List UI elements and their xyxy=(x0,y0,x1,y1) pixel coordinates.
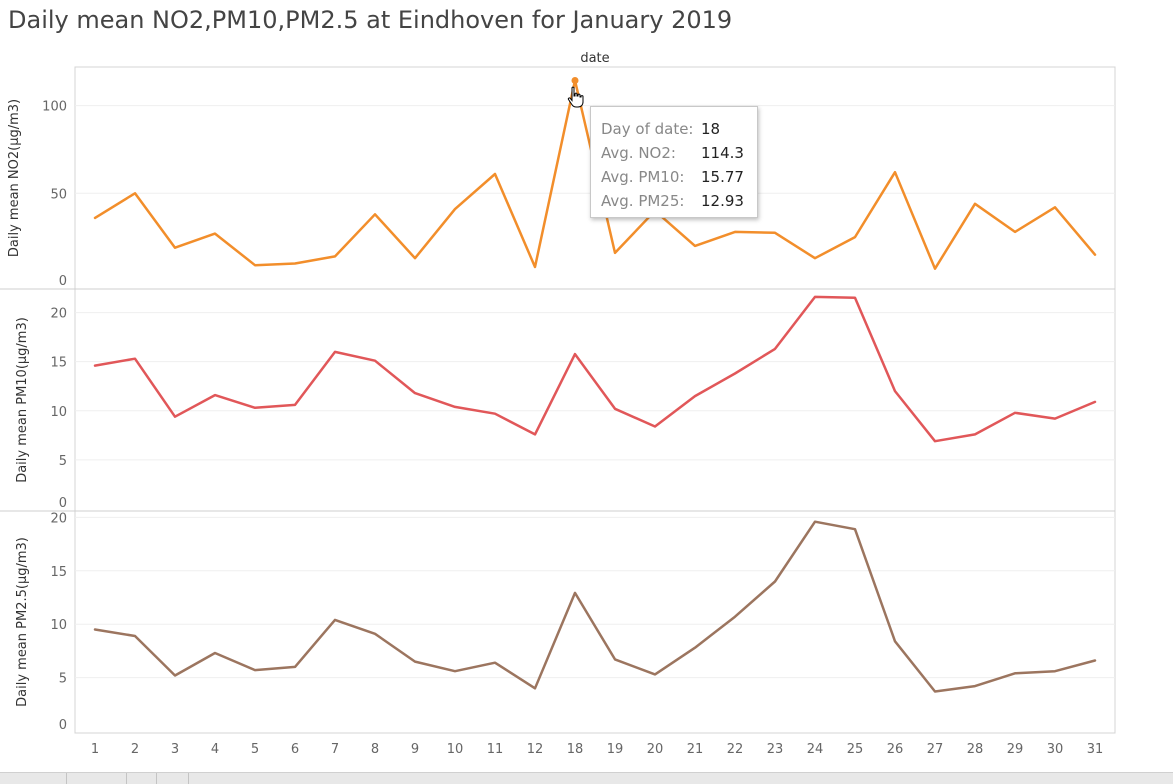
sheet-tab[interactable] xyxy=(126,773,157,784)
column-header: date xyxy=(580,51,609,66)
y-tick-label: 20 xyxy=(50,307,67,322)
x-tick-label: 5 xyxy=(251,742,259,757)
x-tick-label: 23 xyxy=(767,742,784,757)
tooltip-label: Avg. PM25: xyxy=(601,192,685,210)
x-tick-label: 7 xyxy=(331,742,339,757)
x-tick-label: 11 xyxy=(487,742,504,757)
x-tick-label: 18 xyxy=(567,742,584,757)
sheet-tab-strip xyxy=(0,772,1173,784)
x-tick-label: 30 xyxy=(1047,742,1064,757)
y-tick-label: 0 xyxy=(59,496,67,511)
x-tick-label: 4 xyxy=(211,742,219,757)
x-tick-label: 26 xyxy=(887,742,904,757)
tooltip-value: 114.3 xyxy=(701,144,744,162)
tooltip: Day of date: 18 Avg. NO2: 114.3 Avg. PM10:… xyxy=(590,106,758,218)
y-tick-label: 15 xyxy=(50,565,67,580)
x-tick-label: 10 xyxy=(447,742,464,757)
x-tick-label: 1 xyxy=(91,742,99,757)
tooltip-row: Avg. PM25: 12.93 xyxy=(601,189,757,213)
tooltip-value: 12.93 xyxy=(701,192,744,210)
sheet-tab[interactable] xyxy=(66,773,127,784)
y-tick-label: 50 xyxy=(50,187,67,202)
y-tick-label: 10 xyxy=(50,405,67,420)
y-tick-label: 0 xyxy=(59,274,67,289)
tooltip-row: Avg. NO2: 114.3 xyxy=(601,141,757,165)
x-tick-label: 21 xyxy=(687,742,704,757)
x-tick-label: 29 xyxy=(1007,742,1024,757)
x-tick-label: 12 xyxy=(527,742,544,757)
tooltip-label: Avg. NO2: xyxy=(601,144,676,162)
x-tick-label: 27 xyxy=(927,742,944,757)
y-tick-label: 20 xyxy=(50,511,67,526)
highlighted-point xyxy=(571,77,579,85)
y-axis-title: Daily mean PM10(µg/m3) xyxy=(15,317,30,483)
x-tick-label: 22 xyxy=(727,742,744,757)
x-tick-label: 24 xyxy=(807,742,824,757)
sheet-tab[interactable] xyxy=(156,773,189,784)
tooltip-row: Day of date: 18 xyxy=(601,117,757,141)
tooltip-label: Avg. PM10: xyxy=(601,168,685,186)
y-tick-label: 10 xyxy=(50,618,67,633)
plot-frame xyxy=(74,66,1116,734)
x-tick-label: 31 xyxy=(1087,742,1104,757)
series-line-pm25 xyxy=(93,520,1097,693)
x-tick-label: 3 xyxy=(171,742,179,757)
y-tick-label: 100 xyxy=(42,100,67,115)
x-tick-label: 19 xyxy=(607,742,624,757)
tooltip-row: Avg. PM10: 15.77 xyxy=(601,165,757,189)
tooltip-value: 15.77 xyxy=(701,168,744,186)
x-tick-label: 6 xyxy=(291,742,299,757)
chart-title: Daily mean NO2,PM10,PM2.5 at Eindhoven f… xyxy=(8,6,733,34)
x-tick-label: 2 xyxy=(131,742,139,757)
sheet-tab[interactable] xyxy=(0,773,67,784)
y-tick-label: 15 xyxy=(50,356,67,371)
x-tick-label: 20 xyxy=(647,742,664,757)
y-axis-title: Daily mean NO2(µg/m3) xyxy=(7,99,22,257)
y-tick-label: 5 xyxy=(59,454,67,469)
tooltip-label: Day of date: xyxy=(601,120,694,138)
y-axis-title: Daily mean PM2.5(µg/m3) xyxy=(15,537,30,707)
y-tick-label: 0 xyxy=(59,718,67,733)
hand-pointer-icon xyxy=(567,86,584,108)
x-tick-label: 28 xyxy=(967,742,984,757)
x-tick-label: 25 xyxy=(847,742,864,757)
y-tick-label: 5 xyxy=(59,672,67,687)
x-tick-label: 8 xyxy=(371,742,379,757)
series-line-pm10 xyxy=(93,295,1097,443)
tooltip-value: 18 xyxy=(701,120,721,138)
x-tick-label: 9 xyxy=(411,742,419,757)
